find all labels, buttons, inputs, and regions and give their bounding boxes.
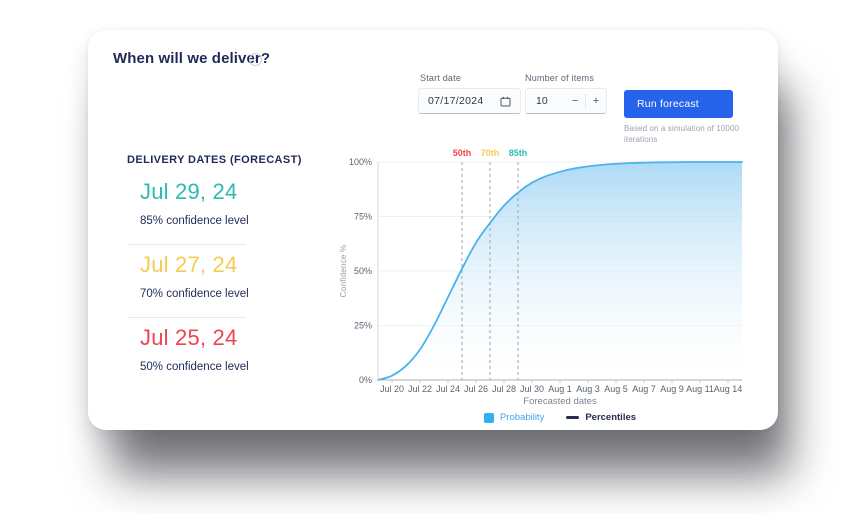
probability-line — [377, 161, 743, 381]
x-tick-label: Aug 9 — [660, 384, 684, 394]
x-tick-label: Aug 14 — [714, 384, 743, 394]
percentile-label-50th: 50th — [453, 148, 472, 158]
x-tick-label: Aug 1 — [548, 384, 572, 394]
start-date-value: 07/17/2024 — [428, 95, 484, 107]
legend-item-probability[interactable]: Probability — [483, 412, 545, 423]
delivery-date-50: Jul 25, 24 — [140, 325, 238, 350]
percentiles-dash-icon — [566, 416, 580, 419]
page-title: When will we deliver? — [113, 50, 271, 67]
x-tick-label: Aug 5 — [604, 384, 628, 394]
delivery-dates-heading: DELIVERY DATES (FORECAST) — [127, 154, 302, 166]
info-icon[interactable]: i — [249, 53, 262, 66]
start-date-label: Start date — [420, 73, 462, 83]
legend-item-percentiles[interactable]: Percentiles — [566, 412, 636, 423]
increment-button[interactable]: + — [586, 89, 606, 113]
delivery-date-70: Jul 27, 24 — [140, 252, 238, 277]
forecast-card: When will we deliver? i Start date 07/17… — [88, 30, 778, 430]
confidence-level-70: 70% confidence level — [140, 288, 249, 300]
x-tick-label: Jul 20 — [380, 384, 404, 394]
number-of-items-label: Number of items — [525, 73, 595, 83]
confidence-level-50: 50% confidence level — [140, 361, 249, 373]
probability-swatch-icon — [483, 412, 494, 423]
y-tick-label: 100% — [349, 157, 372, 167]
x-tick-label: Aug 11 — [686, 384, 714, 394]
percentile-label-70th: 70th — [481, 148, 500, 158]
x-tick-label: Jul 24 — [436, 384, 460, 394]
delivery-forecast-chart: 50th 70th 85th 0% 25% 50% 75% 100% Jul 20 Jul 22 J… — [328, 140, 748, 430]
x-tick-label: Aug 3 — [576, 384, 600, 394]
confidence-level-85: 85% confidence level — [140, 215, 249, 227]
decrement-button[interactable]: − — [565, 89, 585, 113]
stepper-divider — [585, 94, 586, 108]
percentile-label-85th: 85th — [509, 148, 528, 158]
x-axis-title: Forecasted dates — [523, 396, 597, 407]
calendar-icon[interactable] — [500, 96, 511, 107]
x-tick-label: Jul 26 — [464, 384, 488, 394]
x-tick-label: Aug 7 — [632, 384, 656, 394]
probability-area — [378, 161, 742, 380]
start-date-input[interactable]: 07/17/2024 — [418, 88, 521, 114]
simulation-note: Based on a simulation of 10000 iteration… — [624, 124, 740, 144]
divider — [127, 317, 246, 318]
y-tick-label: 25% — [354, 321, 372, 331]
probability-chart-svg: 50th 70th 85th 0% 25% 50% 75% 100% Jul 20 Jul 22 J… — [338, 148, 743, 394]
divider — [127, 244, 246, 245]
x-tick-label: Jul 22 — [408, 384, 432, 394]
y-tick-label: 75% — [354, 212, 372, 222]
x-tick-label: Jul 28 — [492, 384, 516, 394]
y-tick-label: 50% — [354, 266, 372, 276]
y-axis-title: Confidence % — [338, 244, 348, 297]
run-forecast-button[interactable]: Run forecast — [624, 90, 733, 118]
legend-label: Probability — [499, 412, 545, 423]
x-tick-label: Jul 30 — [520, 384, 544, 394]
chart-legend: Probability Percentiles — [378, 412, 742, 423]
legend-label: Percentiles — [585, 412, 637, 423]
delivery-date-85: Jul 29, 24 — [140, 179, 238, 204]
number-of-items-value: 10 — [536, 95, 548, 107]
y-tick-label: 0% — [359, 375, 372, 385]
number-of-items-input[interactable]: 10 − + — [525, 88, 607, 114]
